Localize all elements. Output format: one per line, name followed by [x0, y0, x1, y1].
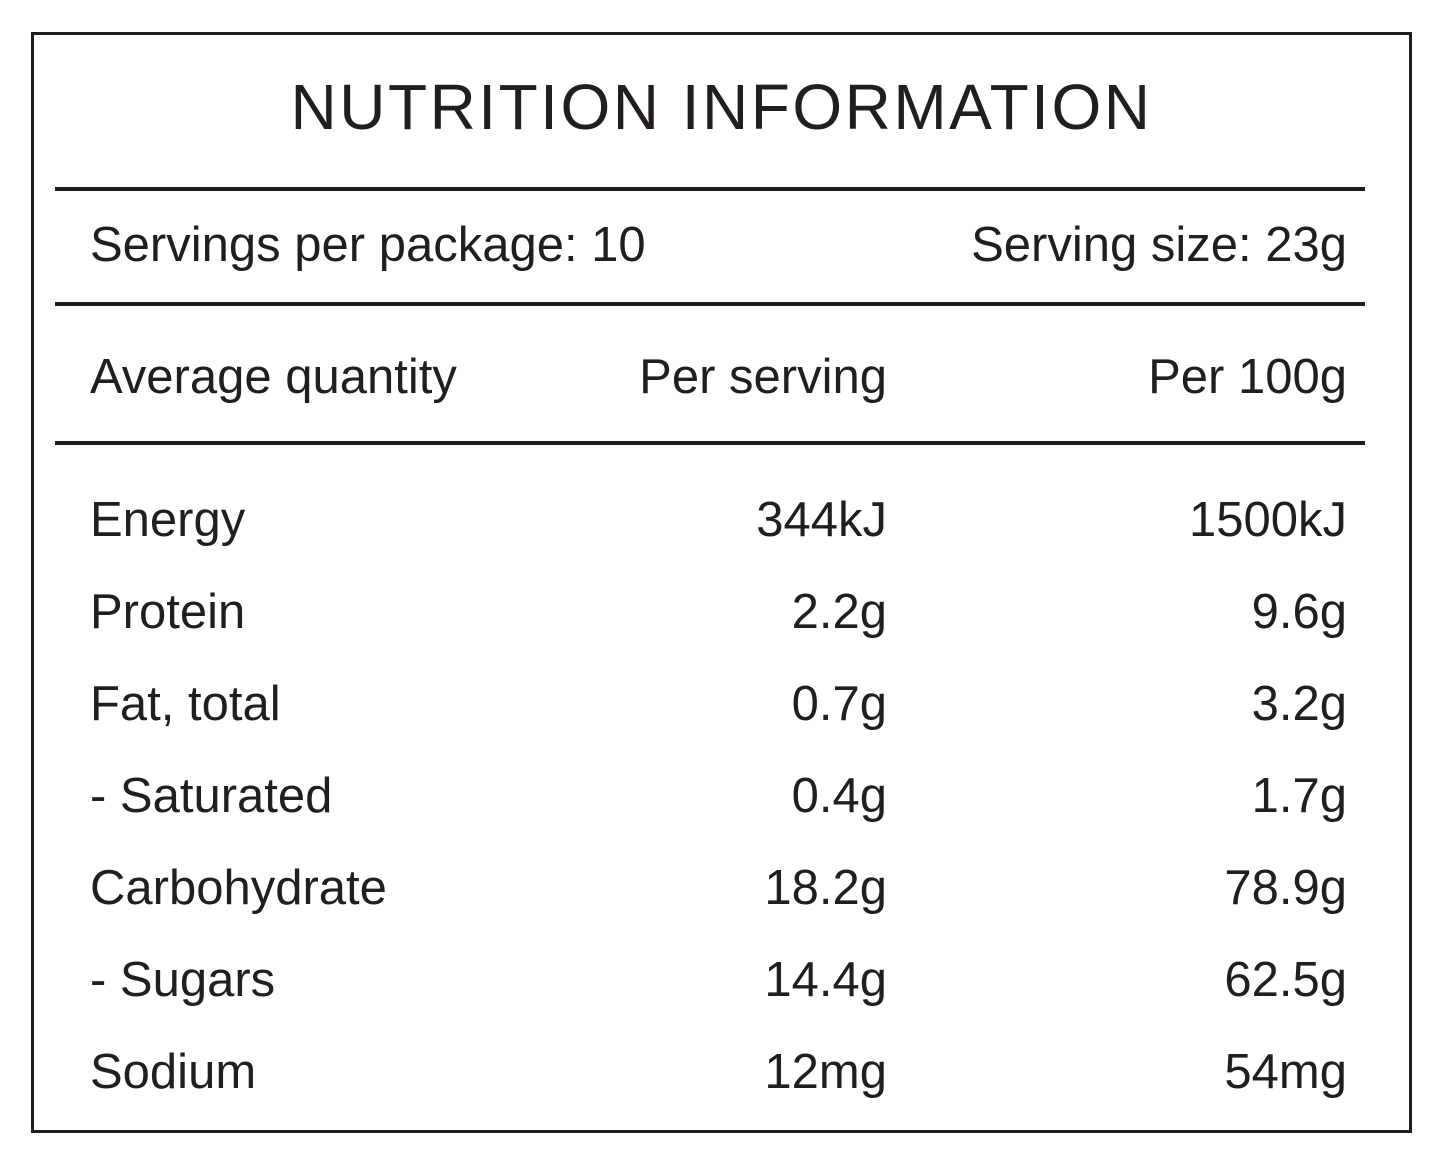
- table-header-row: Average quantity Per serving Per 100g: [90, 350, 1347, 405]
- per-100g-value: 1.7g: [1251, 769, 1347, 823]
- per-serving-value: 14.4g: [764, 953, 887, 1007]
- nutrient-row-saturated: - Saturated 0.4g 1.7g: [90, 750, 1347, 842]
- nutrient-label: Energy: [90, 493, 246, 547]
- nutrient-row-sodium: Sodium 12mg 54mg: [90, 1026, 1347, 1118]
- per-100g-value: 9.6g: [1251, 585, 1347, 639]
- nutrient-label: Sodium: [90, 1045, 257, 1099]
- title-divider: [55, 187, 1365, 191]
- serving-size: Serving size: 23g: [971, 218, 1347, 272]
- serving-divider: [55, 302, 1365, 306]
- header-divider: [55, 441, 1365, 445]
- per-serving-value: 0.4g: [791, 769, 887, 823]
- nutrient-label: Carbohydrate: [90, 861, 387, 915]
- per-100g-value: 1500kJ: [1188, 493, 1347, 547]
- nutrient-row-protein: Protein 2.2g 9.6g: [90, 566, 1347, 658]
- header-per-serving: Per serving: [639, 350, 887, 404]
- nutrient-row-energy: Energy 344kJ 1500kJ: [90, 474, 1347, 566]
- nutrient-label: - Sugars: [90, 953, 276, 1007]
- nutrient-row-sugars: - Sugars 14.4g 62.5g: [90, 934, 1347, 1026]
- servings-per-package: Servings per package: 10: [90, 218, 646, 272]
- per-100g-value: 62.5g: [1224, 953, 1347, 1007]
- serving-info-row: Servings per package: 10 Serving size: 2…: [90, 215, 1347, 275]
- nutrient-row-carbohydrate: Carbohydrate 18.2g 78.9g: [90, 842, 1347, 934]
- header-average-quantity: Average quantity: [90, 350, 457, 404]
- per-serving-value: 0.7g: [791, 677, 887, 731]
- per-serving-value: 344kJ: [756, 493, 887, 547]
- per-serving-value: 12mg: [764, 1045, 887, 1099]
- per-100g-value: 78.9g: [1224, 861, 1347, 915]
- header-per-100g: Per 100g: [1148, 350, 1347, 404]
- nutrient-label: Fat, total: [90, 677, 281, 731]
- per-serving-value: 2.2g: [791, 585, 887, 639]
- nutrient-label: - Saturated: [90, 769, 333, 823]
- nutrient-row-fat-total: Fat, total 0.7g 3.2g: [90, 658, 1347, 750]
- per-100g-value: 3.2g: [1251, 677, 1347, 731]
- nutrition-panel: NUTRITION INFORMATION Servings per packa…: [31, 32, 1412, 1133]
- panel-title: NUTRITION INFORMATION: [290, 71, 1153, 143]
- per-100g-value: 54mg: [1224, 1045, 1347, 1099]
- nutrient-rows: Energy 344kJ 1500kJ Protein 2.2g 9.6g Fa…: [90, 474, 1347, 1118]
- per-serving-value: 18.2g: [764, 861, 887, 915]
- nutrient-label: Protein: [90, 585, 246, 639]
